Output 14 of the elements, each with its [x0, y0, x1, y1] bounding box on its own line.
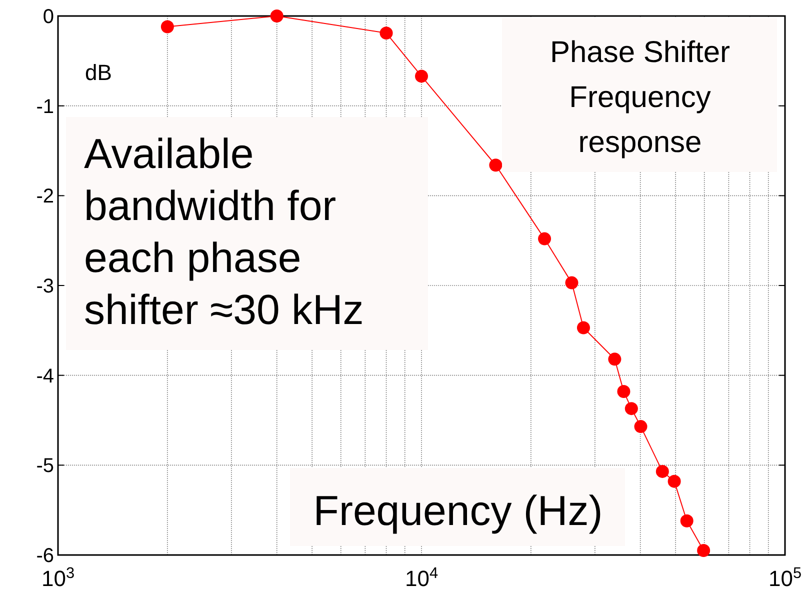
- y-axis-title: dB: [85, 60, 112, 85]
- annotation: Available bandwidth for each phase shifter ≈30 kHz: [84, 130, 364, 333]
- y-tick-label: -3: [36, 276, 54, 298]
- y-tick-label: -1: [36, 96, 54, 118]
- y-tick-label: -2: [36, 186, 54, 208]
- y-tick-label: 0: [42, 6, 54, 28]
- x-axis-title: Frequency (Hz): [313, 487, 603, 534]
- x-tick-label: 10$^{4}$: [404, 564, 438, 591]
- text: Phase Shifter Frequency response: [550, 36, 730, 159]
- x-tick-label: 10$^{5}$: [768, 564, 802, 591]
- y-tick-label: -5: [36, 455, 54, 478]
- x-tick-label: 10$^{3}$: [41, 564, 75, 591]
- y-tick-label: -6: [36, 545, 54, 567]
- y-tick-label: -4: [36, 365, 54, 388]
